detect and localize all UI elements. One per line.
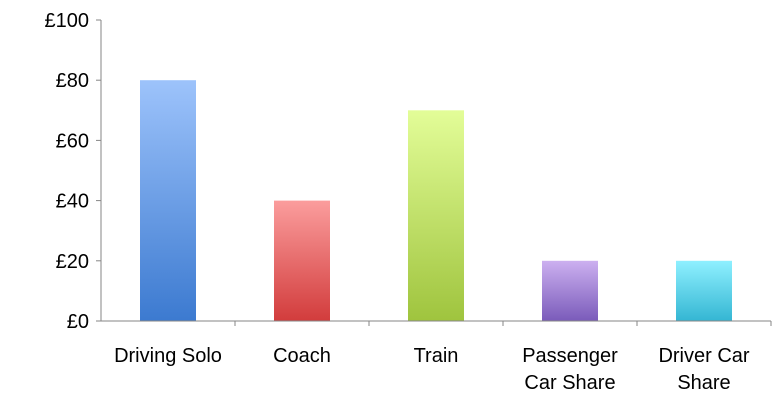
x-category-label: Share xyxy=(677,372,730,394)
y-tick-label: £0 xyxy=(67,311,89,333)
bar-driver-car-share xyxy=(676,260,732,321)
x-category-label: Driving Solo xyxy=(114,345,222,367)
bar-passenger-car-share xyxy=(542,260,598,321)
x-category-label: Passenger xyxy=(522,345,618,367)
x-category-label: Train xyxy=(414,345,459,367)
y-tick-labels: £0 £20 £40 £60 £80 £100 xyxy=(45,10,90,333)
y-tick-label: £100 xyxy=(45,10,90,32)
bar-coach xyxy=(274,200,330,321)
bar-driving-solo xyxy=(140,80,196,321)
y-tick-label: £20 xyxy=(56,251,89,273)
x-category-labels: Driving Solo Coach Train Passenger Car Share… xyxy=(114,345,750,394)
bars-group xyxy=(140,80,732,321)
x-category-label: Coach xyxy=(273,345,331,367)
y-tick-label: £60 xyxy=(56,130,89,152)
x-category-label: Driver Car xyxy=(658,345,749,367)
y-tick-label: £80 xyxy=(56,70,89,92)
x-category-label: Car Share xyxy=(524,372,615,394)
y-tick-label: £40 xyxy=(56,191,89,213)
axes-group xyxy=(96,19,772,326)
bar-train xyxy=(408,110,464,321)
